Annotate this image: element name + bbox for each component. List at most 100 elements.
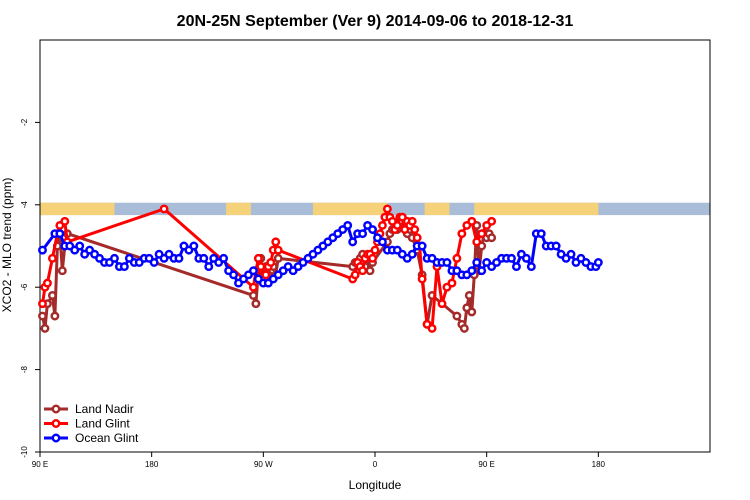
data-point — [526, 262, 536, 272]
data-point — [229, 270, 239, 280]
data-point — [343, 220, 353, 230]
data-point — [60, 216, 70, 226]
data-point — [417, 241, 427, 251]
data-point — [467, 307, 477, 317]
data-point — [467, 266, 477, 276]
legend-swatch-marker — [51, 404, 61, 414]
data-point — [109, 253, 119, 263]
data-point — [174, 253, 184, 263]
data-point — [189, 241, 199, 251]
data-point — [38, 245, 47, 255]
data-point — [467, 216, 477, 226]
data-point — [248, 290, 258, 300]
data-point — [392, 220, 402, 230]
data-point — [219, 253, 229, 263]
data-point — [477, 266, 487, 276]
y-tick-label: -2 — [20, 118, 29, 126]
data-point — [437, 299, 447, 309]
legend-swatch-marker — [51, 419, 61, 428]
data-point — [551, 241, 561, 251]
x-tick-label: 180 — [145, 460, 159, 469]
data-point — [273, 245, 283, 255]
data-point — [447, 278, 457, 288]
data-point — [377, 220, 387, 230]
data-point — [407, 216, 417, 226]
y-tick-label: -10 — [20, 446, 29, 458]
data-point — [452, 311, 462, 321]
data-point — [442, 258, 452, 267]
data-point — [57, 266, 67, 276]
land-ocean-strip — [40, 202, 710, 216]
y-axis: -2 -4 -6 -8 -10 — [20, 118, 40, 458]
land-segment — [226, 202, 251, 216]
y-tick-label: -8 — [20, 365, 29, 373]
data-point — [50, 311, 60, 321]
data-point — [410, 225, 420, 234]
data-point — [507, 253, 516, 263]
data-point — [472, 258, 482, 267]
land-segment — [474, 202, 599, 216]
data-point — [42, 278, 52, 288]
data-point — [40, 323, 50, 333]
x-axis: 90 E 180 90 W 0 90 E 180 — [32, 452, 606, 469]
legend-label: Ocean Glint — [75, 431, 139, 445]
legend-item: Ocean Glint — [44, 431, 139, 445]
chart-title: 20N-25N September (Ver 9) 2014-09-06 to … — [177, 13, 574, 30]
data-point — [368, 253, 377, 263]
land-segment — [424, 202, 450, 216]
data-point — [464, 290, 474, 300]
series-ocean-glint — [38, 220, 603, 288]
data-point — [417, 274, 427, 284]
data-point — [472, 237, 482, 247]
y-tick-label: -6 — [20, 283, 29, 291]
data-point — [487, 216, 497, 226]
data-point — [459, 323, 469, 333]
data-point — [348, 237, 358, 247]
data-point — [248, 282, 258, 292]
data-point — [159, 204, 169, 214]
data-point — [358, 266, 368, 276]
x-tick-label: 90 W — [254, 460, 273, 469]
data-point — [350, 270, 360, 280]
data-point — [358, 229, 368, 239]
data-point — [204, 262, 214, 272]
x-tick-label: 180 — [592, 460, 606, 469]
data-point — [487, 233, 497, 243]
data-point — [271, 237, 281, 247]
data-point — [149, 258, 159, 267]
data-point — [370, 245, 380, 255]
x-tick-label: 90 E — [478, 460, 494, 469]
data-point — [47, 253, 57, 263]
data-point — [38, 311, 47, 321]
data-point — [407, 249, 417, 259]
data-point — [566, 249, 576, 259]
data-point — [273, 253, 283, 263]
data-point — [75, 241, 85, 251]
series-layer — [38, 204, 603, 333]
y-axis-label: XCO2 - MLO trend (ppm) — [0, 178, 14, 313]
legend-label: Land Glint — [75, 417, 130, 431]
land-segment — [40, 202, 115, 216]
data-point — [38, 299, 47, 309]
data-point — [253, 253, 263, 263]
data-point — [536, 229, 546, 239]
data-point — [368, 225, 377, 234]
legend-swatch-marker — [51, 433, 61, 443]
series-land-glint — [38, 204, 497, 333]
data-point — [511, 262, 521, 272]
x-tick-label: 90 E — [32, 460, 48, 469]
data-point — [251, 299, 261, 309]
data-point — [427, 323, 437, 333]
data-point — [261, 270, 271, 280]
data-point — [521, 253, 531, 263]
x-axis-label: Longitude — [349, 478, 402, 492]
data-point — [248, 266, 258, 276]
data-point — [593, 258, 603, 267]
data-point — [119, 262, 129, 272]
data-point — [199, 253, 209, 263]
data-point — [47, 290, 57, 300]
legend-item: Land Nadir — [44, 402, 134, 416]
data-point — [377, 237, 387, 247]
data-point — [452, 253, 462, 263]
